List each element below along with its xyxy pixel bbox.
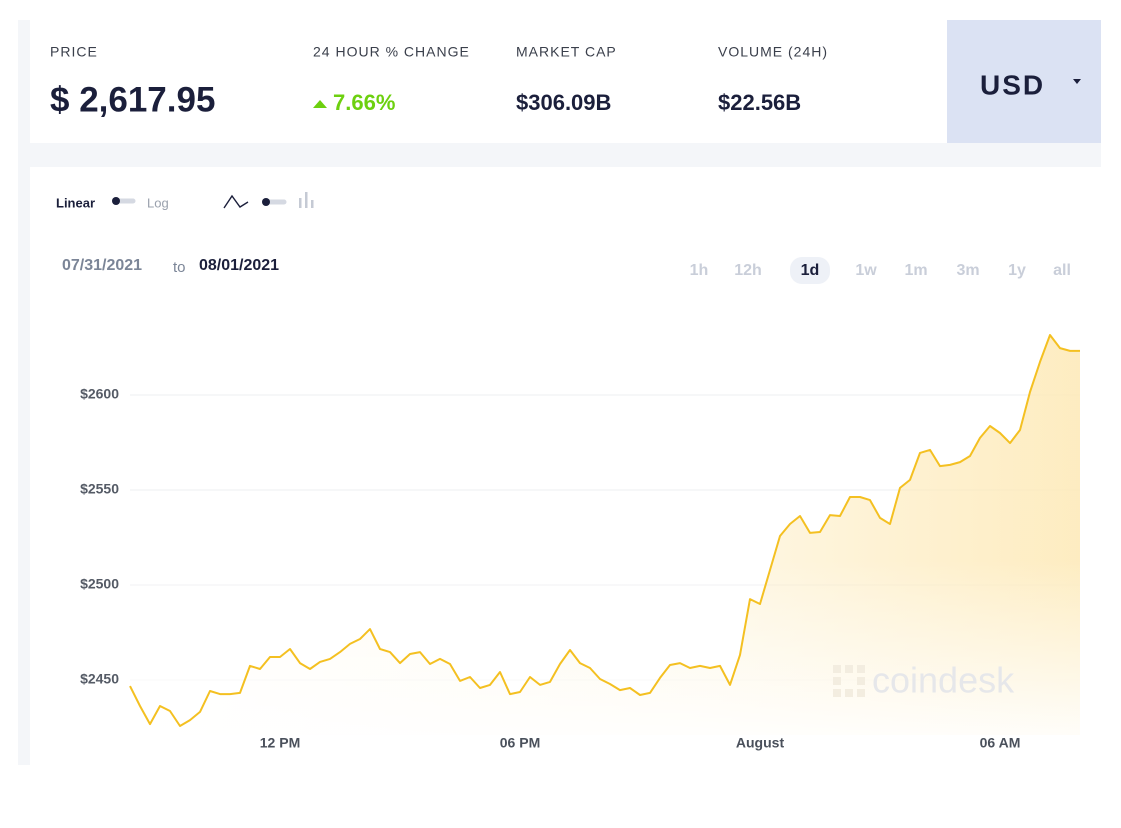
currency-label[interactable]: USD bbox=[980, 69, 1045, 100]
stats-card bbox=[30, 20, 947, 143]
stat-value: 7.66% bbox=[333, 90, 395, 115]
stat-value: $306.09B bbox=[516, 90, 611, 115]
line-icon[interactable] bbox=[223, 194, 249, 209]
stat-label: 24 HOUR % CHANGE bbox=[313, 44, 470, 60]
x-tick-label: 12 PM bbox=[260, 735, 300, 751]
range-highlight bbox=[790, 257, 830, 284]
stat-label: VOLUME (24H) bbox=[718, 44, 828, 60]
range-button[interactable]: all bbox=[1053, 262, 1071, 279]
range-button[interactable]: 1d bbox=[801, 262, 820, 279]
range-button[interactable]: 1y bbox=[1008, 262, 1026, 279]
dropdown-caret bbox=[1073, 79, 1081, 84]
range-button[interactable]: 1h bbox=[690, 262, 709, 279]
range-button[interactable]: 3m bbox=[956, 262, 979, 279]
y-tick-label: $2450 bbox=[80, 671, 119, 687]
date-to-word: to bbox=[173, 259, 186, 276]
toggle-knob[interactable] bbox=[262, 198, 270, 206]
stat-value: $ 2,617.95 bbox=[50, 80, 215, 119]
toggle-knob[interactable] bbox=[112, 197, 120, 205]
x-tick-label: August bbox=[736, 735, 785, 751]
watermark: coindesk bbox=[872, 660, 1015, 701]
date-to[interactable]: 08/01/2021 bbox=[199, 257, 279, 274]
log-option[interactable]: Log bbox=[147, 195, 169, 210]
x-tick-label: 06 PM bbox=[500, 735, 540, 751]
y-tick-label: $2600 bbox=[80, 386, 119, 402]
y-tick-label: $2550 bbox=[80, 481, 119, 497]
bar-icon[interactable] bbox=[299, 192, 314, 208]
stat-label: PRICE bbox=[50, 44, 98, 60]
up-arrow bbox=[313, 100, 327, 108]
linear-option[interactable]: Linear bbox=[56, 195, 95, 210]
x-tick-label: 06 AM bbox=[980, 735, 1021, 751]
y-tick-label: $2500 bbox=[80, 576, 119, 592]
range-button[interactable]: 12h bbox=[734, 262, 762, 279]
stat-label: MARKET CAP bbox=[516, 44, 617, 60]
range-button[interactable]: 1w bbox=[855, 262, 877, 279]
area-fade bbox=[130, 560, 1080, 735]
date-from[interactable]: 07/31/2021 bbox=[62, 257, 142, 274]
price-line bbox=[129, 334, 1080, 727]
watermark-icon bbox=[833, 665, 865, 697]
range-button[interactable]: 1m bbox=[904, 262, 927, 279]
stat-value: $22.56B bbox=[718, 90, 801, 115]
